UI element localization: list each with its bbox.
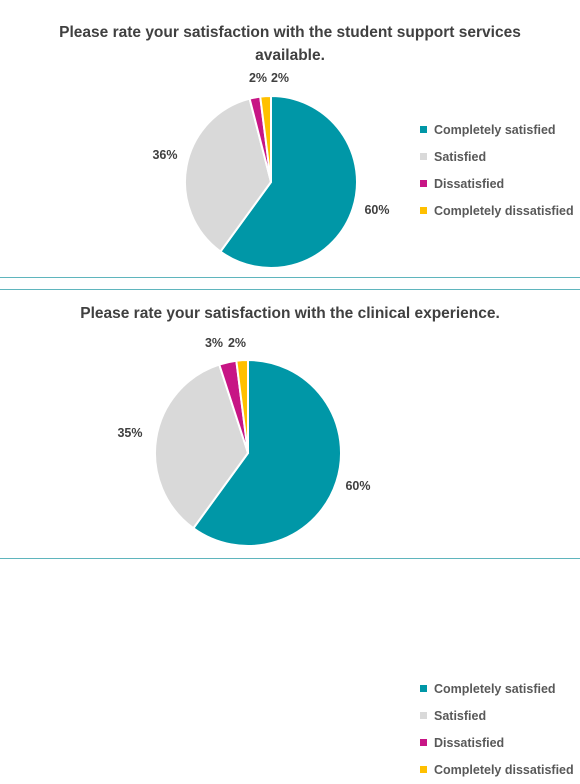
legend-item-dissatisfied: Dissatisfied — [420, 171, 574, 198]
legend-swatch — [420, 153, 427, 160]
legend-label: Dissatisfied — [434, 177, 505, 191]
pie-slice-satisfied — [154, 363, 250, 530]
data-label-completely-satisfied: 60% — [345, 479, 370, 493]
data-label-satisfied: 36% — [152, 148, 177, 162]
legend: Completely satisfied Satisfied Dissatisfie… — [420, 117, 574, 225]
legend-swatch — [420, 766, 427, 773]
legend-swatch — [420, 207, 427, 214]
legend-label: Dissatisfied — [434, 736, 505, 750]
legend-swatch — [420, 180, 427, 187]
pie-chart: 60% 36% 2% 2% — [152, 71, 390, 269]
data-label-completely-satisfied: 60% — [364, 203, 389, 217]
legend-swatch — [420, 126, 427, 133]
legend-item-dissatisfied: Dissatisfied — [420, 730, 574, 757]
legend-swatch — [420, 739, 427, 746]
chart-panel-clinical-experience: Please rate your satisfaction with the c… — [0, 289, 580, 777]
pie-slice-completely-satisfied — [191, 358, 342, 547]
legend-item-completely-satisfied: Completely satisfied — [420, 117, 574, 144]
chart-title: Please rate your satisfaction with the s… — [59, 24, 521, 64]
data-label-satisfied: 35% — [117, 426, 142, 440]
legend-swatch — [420, 712, 427, 719]
data-label-dissatisfied: 3% — [205, 336, 223, 350]
legend-item-completely-dissatisfied: Completely dissatisfied — [420, 757, 574, 784]
legend-item-satisfied: Satisfied — [420, 703, 574, 730]
data-label-completely-dissatisfied: 2% — [271, 71, 289, 85]
pie-slice-completely-dissatisfied — [259, 94, 272, 183]
pie-chart: 60% 35% 3% 2% — [117, 336, 371, 547]
legend-label: Completely dissatisfied — [434, 204, 574, 218]
legend: Completely satisfied Satisfied Dissatisfie… — [420, 676, 574, 784]
pie-slice-satisfied — [184, 97, 273, 253]
legend-label: Completely satisfied — [434, 682, 556, 696]
chart-panel-student-support: Please rate your satisfaction with the s… — [0, 0, 580, 278]
legend-swatch — [420, 685, 427, 692]
legend-item-completely-satisfied: Completely satisfied — [420, 676, 574, 703]
chart-title: Please rate your satisfaction with the c… — [80, 305, 500, 322]
legend-label: Satisfied — [434, 709, 487, 723]
pie-slice-completely-satisfied — [219, 94, 358, 269]
legend-item-completely-dissatisfied: Completely dissatisfied — [420, 198, 574, 225]
legend-item-satisfied: Satisfied — [420, 144, 574, 171]
data-label-completely-dissatisfied: 2% — [228, 336, 246, 350]
pie-slice-completely-dissatisfied — [235, 358, 249, 454]
legend-label: Satisfied — [434, 150, 487, 164]
data-label-dissatisfied: 2% — [249, 71, 267, 85]
legend-label: Completely satisfied — [434, 123, 556, 137]
legend-label: Completely dissatisfied — [434, 763, 574, 777]
